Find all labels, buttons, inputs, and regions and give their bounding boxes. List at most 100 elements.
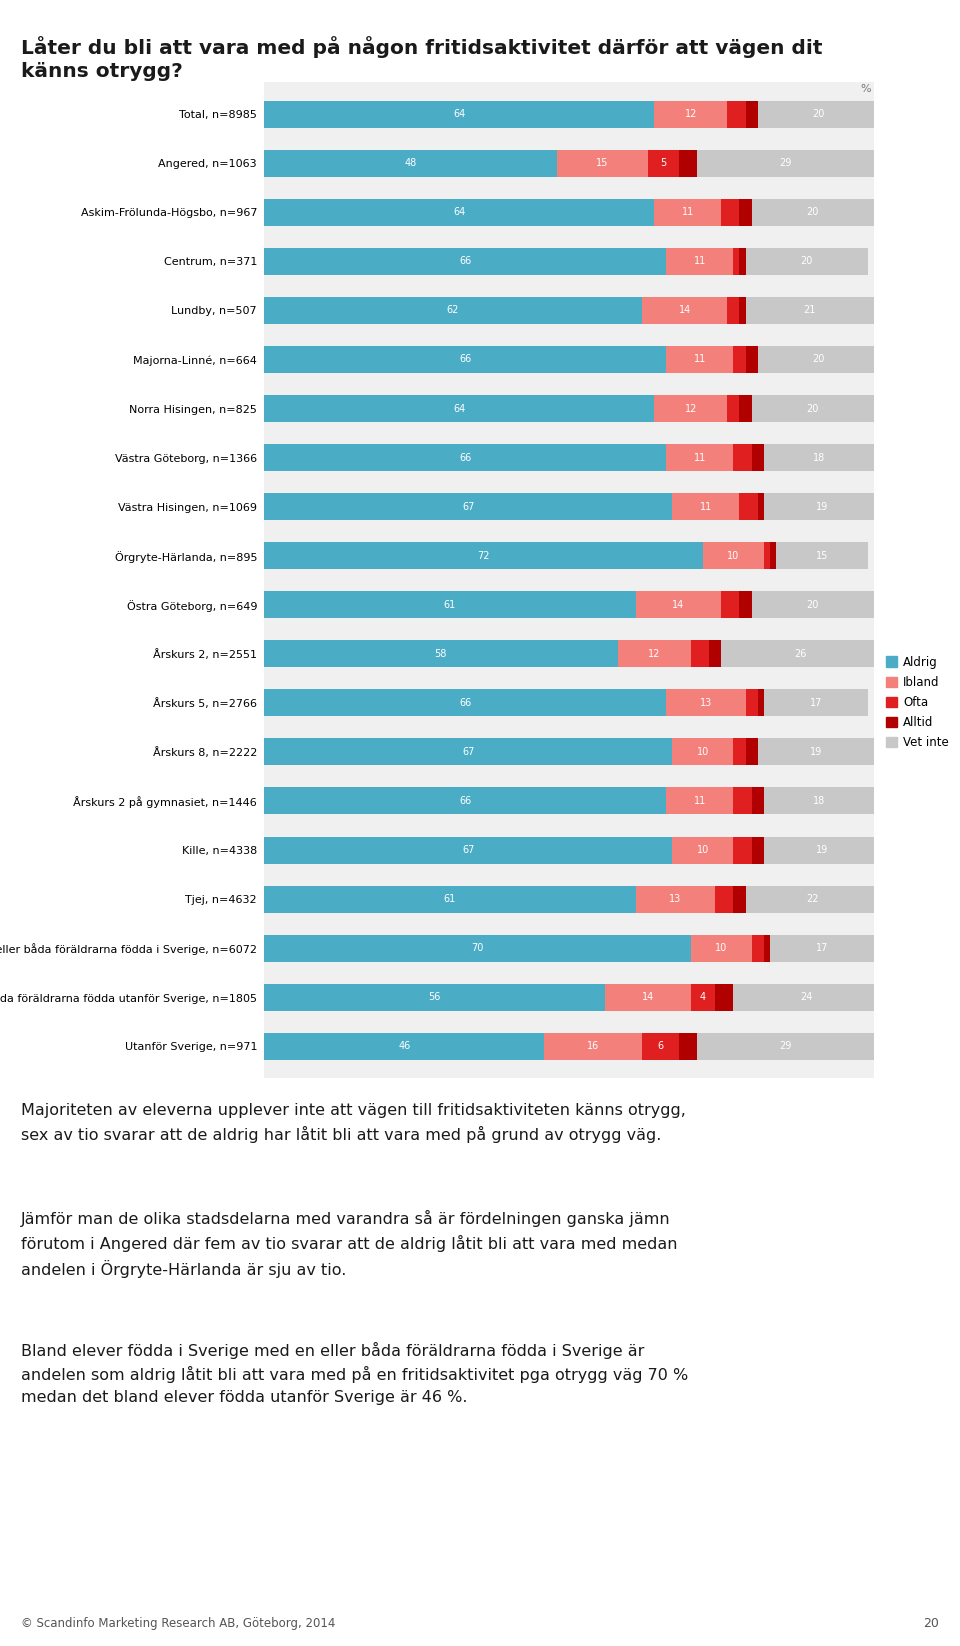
- Bar: [770, 935, 874, 961]
- Text: 26: 26: [794, 649, 806, 658]
- Text: 12: 12: [684, 403, 697, 413]
- Text: 70: 70: [471, 943, 484, 953]
- Bar: [752, 444, 764, 471]
- Text: © Scandinfo Marketing Research AB, Göteborg, 2014: © Scandinfo Marketing Research AB, Göteb…: [21, 1616, 335, 1630]
- Text: 20: 20: [806, 403, 819, 413]
- Text: 15: 15: [816, 551, 828, 561]
- Text: 61: 61: [444, 894, 456, 904]
- Bar: [752, 199, 874, 226]
- Bar: [752, 836, 764, 864]
- Text: 11: 11: [694, 257, 706, 267]
- Text: 64: 64: [453, 109, 466, 119]
- Bar: [764, 444, 874, 471]
- Text: 62: 62: [446, 306, 459, 316]
- Text: 6: 6: [658, 1042, 663, 1052]
- Bar: [654, 199, 721, 226]
- Bar: [764, 494, 879, 520]
- Bar: [703, 542, 764, 570]
- Bar: [752, 787, 764, 815]
- Text: %: %: [860, 84, 871, 94]
- Bar: [642, 1032, 679, 1060]
- Legend: Aldrig, Ibland, Ofta, Alltid, Vet inte: Aldrig, Ibland, Ofta, Alltid, Vet inte: [885, 655, 949, 749]
- Bar: [636, 591, 721, 619]
- Text: 13: 13: [700, 698, 712, 708]
- Text: 29: 29: [779, 158, 791, 168]
- Bar: [733, 984, 879, 1011]
- Bar: [733, 886, 746, 912]
- Text: Bland elever födda i Sverige med en eller båda föräldrarna födda i Sverige är
an: Bland elever födda i Sverige med en elle…: [21, 1341, 688, 1404]
- Bar: [728, 296, 739, 324]
- Text: 12: 12: [648, 649, 660, 658]
- Text: 10: 10: [728, 551, 739, 561]
- Bar: [752, 591, 874, 619]
- Bar: [672, 494, 739, 520]
- Bar: [739, 296, 746, 324]
- Bar: [264, 494, 672, 520]
- Bar: [264, 1032, 544, 1060]
- Bar: [757, 100, 879, 128]
- Bar: [709, 640, 721, 667]
- Text: 72: 72: [477, 551, 490, 561]
- Text: 66: 66: [459, 453, 471, 463]
- Bar: [746, 690, 757, 716]
- Bar: [617, 640, 691, 667]
- Bar: [770, 542, 776, 570]
- Bar: [733, 739, 746, 765]
- Bar: [733, 249, 739, 275]
- Bar: [557, 150, 648, 176]
- Bar: [666, 249, 733, 275]
- Bar: [672, 836, 733, 864]
- Bar: [264, 836, 672, 864]
- Text: 64: 64: [453, 403, 466, 413]
- Bar: [764, 935, 770, 961]
- Bar: [666, 444, 733, 471]
- Text: 66: 66: [459, 698, 471, 708]
- Text: 61: 61: [444, 599, 456, 609]
- Bar: [666, 346, 733, 374]
- Bar: [679, 1032, 697, 1060]
- Bar: [666, 787, 733, 815]
- Bar: [264, 249, 666, 275]
- Text: 67: 67: [462, 502, 474, 512]
- Bar: [757, 690, 764, 716]
- Text: Majoriteten av eleverna upplever inte att vägen till fritidsaktiviteten känns ot: Majoriteten av eleverna upplever inte at…: [21, 1103, 686, 1142]
- Bar: [733, 346, 746, 374]
- Text: Jämför man de olika stadsdelarna med varandra så är fördelningen ganska jämn
för: Jämför man de olika stadsdelarna med var…: [21, 1210, 678, 1277]
- Bar: [739, 591, 752, 619]
- Text: 66: 66: [459, 257, 471, 267]
- Text: 67: 67: [462, 747, 474, 757]
- Text: 20: 20: [812, 354, 825, 364]
- Bar: [679, 150, 697, 176]
- Bar: [739, 494, 757, 520]
- Text: 17: 17: [809, 698, 822, 708]
- Text: 16: 16: [588, 1042, 599, 1052]
- Text: 67: 67: [462, 844, 474, 854]
- Text: 22: 22: [806, 894, 819, 904]
- Text: 29: 29: [779, 1042, 791, 1052]
- Bar: [697, 150, 874, 176]
- Text: 10: 10: [697, 844, 709, 854]
- Bar: [264, 100, 654, 128]
- Text: 19: 19: [816, 502, 828, 512]
- Text: 15: 15: [596, 158, 609, 168]
- Text: 19: 19: [809, 747, 822, 757]
- Bar: [776, 542, 868, 570]
- Bar: [648, 150, 679, 176]
- Bar: [264, 591, 636, 619]
- Bar: [715, 984, 733, 1011]
- Bar: [264, 984, 606, 1011]
- Bar: [264, 739, 672, 765]
- Bar: [739, 199, 752, 226]
- Text: 66: 66: [459, 797, 471, 807]
- Bar: [264, 935, 691, 961]
- Bar: [746, 296, 874, 324]
- Text: 21: 21: [804, 306, 816, 316]
- Bar: [733, 787, 752, 815]
- Bar: [672, 739, 733, 765]
- Bar: [721, 199, 739, 226]
- Text: 11: 11: [694, 797, 706, 807]
- Text: 18: 18: [812, 453, 825, 463]
- Bar: [746, 249, 868, 275]
- Bar: [264, 690, 666, 716]
- Bar: [752, 395, 874, 421]
